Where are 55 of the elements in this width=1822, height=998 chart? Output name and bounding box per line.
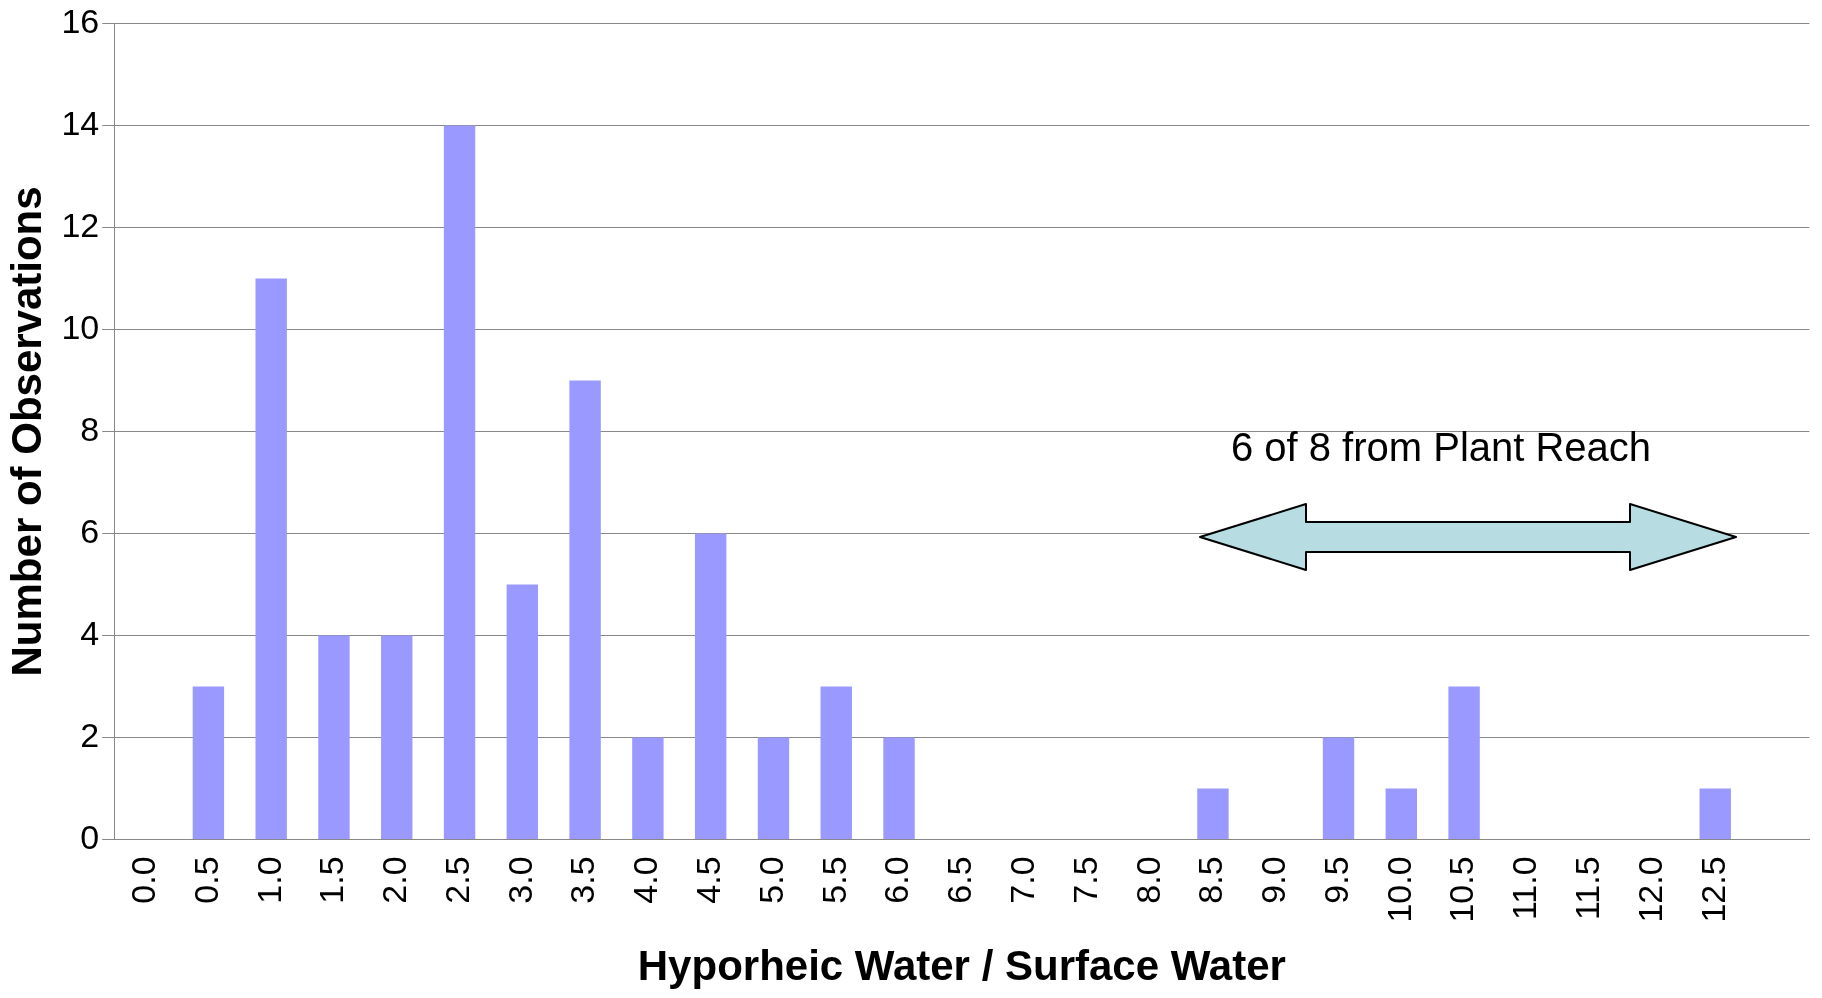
bar	[192, 686, 225, 839]
y-tick-label: 16	[61, 1, 100, 40]
bar	[443, 125, 476, 839]
x-tick-label: 5.5	[814, 856, 853, 904]
x-tick-label: 11.0	[1505, 856, 1544, 921]
x-tick-label: 9.5	[1316, 856, 1355, 904]
x-tick-label: 12.0	[1630, 856, 1669, 923]
y-tick-label: 6	[80, 511, 100, 550]
y-tick-label: 2	[80, 715, 100, 754]
x-tick-label: 10.5	[1442, 856, 1481, 923]
x-tick-label: 3.0	[500, 856, 539, 904]
bar	[1448, 686, 1480, 839]
bar	[1322, 737, 1355, 839]
x-tick-label: 5.0	[751, 856, 790, 904]
x-tick-label: 7.0	[1002, 856, 1041, 904]
x-tick-label: 4.5	[689, 856, 728, 904]
x-tick-label: 8.5	[1191, 856, 1230, 904]
bar	[1197, 788, 1229, 839]
bar	[883, 737, 915, 839]
x-tick-label: 11.5	[1568, 856, 1607, 921]
x-tick-label: 12.5	[1693, 856, 1732, 923]
x-tick-label: 3.5	[563, 856, 602, 904]
x-tick-label: 10.0	[1379, 856, 1418, 923]
x-tick-label: 1.5	[312, 856, 351, 904]
y-tick-label: 4	[80, 613, 100, 652]
bar	[757, 737, 790, 839]
y-tick-label: 12	[61, 205, 100, 244]
y-tick-label: 0	[80, 817, 100, 856]
bar	[632, 737, 664, 839]
x-tick-label: 8.0	[1128, 856, 1167, 904]
bar	[569, 380, 601, 839]
x-tick-label: 0.5	[186, 856, 225, 904]
bar	[694, 533, 727, 839]
bar	[318, 635, 350, 839]
x-tick-label: 4.0	[626, 856, 665, 904]
x-tick-label: 7.5	[1065, 856, 1104, 904]
bar	[1385, 788, 1417, 839]
x-tick-label: 2.0	[375, 856, 414, 904]
bar	[381, 635, 413, 839]
bar	[820, 686, 852, 839]
x-tick-label: 1.0	[249, 856, 288, 904]
x-tick-label: 6.0	[877, 856, 916, 904]
x-tick-label: 9.0	[1254, 856, 1293, 904]
bar	[1699, 788, 1731, 839]
annotation: 6 of 8 from Plant Reach	[1230, 425, 1652, 470]
y-tick-label: 10	[61, 307, 100, 346]
y-tick-label: 14	[61, 103, 100, 142]
x-tick-label: 0.0	[123, 856, 162, 904]
x-tick-label: 2.5	[437, 856, 476, 904]
y-axis-title: Number of Observations	[2, 186, 50, 677]
bar	[506, 584, 539, 839]
x-axis-title: Hyporheic Water / Surface Water	[637, 942, 1286, 990]
y-tick-label: 8	[80, 409, 100, 448]
x-tick-label: 6.5	[940, 856, 979, 904]
bar	[255, 278, 287, 839]
